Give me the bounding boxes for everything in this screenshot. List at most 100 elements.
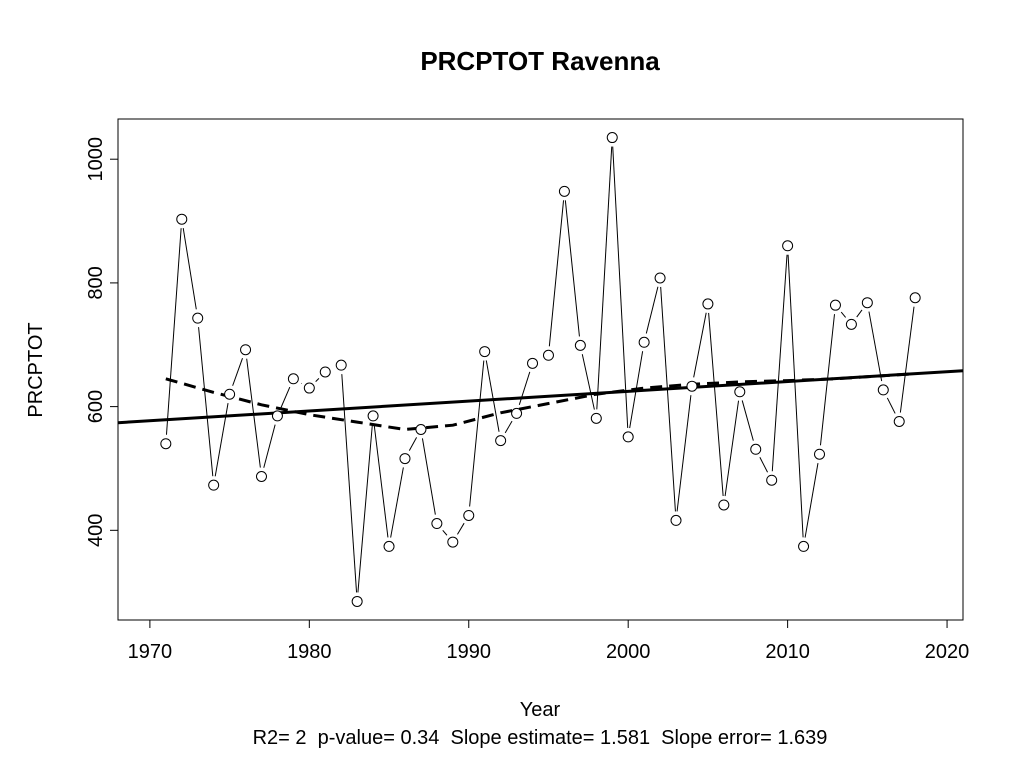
data-point (686, 380, 698, 392)
stats-text: R2= 2 p-value= 0.34 Slope estimate= 1.58… (253, 727, 828, 749)
observed-segment (581, 354, 595, 410)
data-point (255, 471, 267, 483)
observed-segment (408, 437, 418, 451)
x-tick-label: 1970 (128, 641, 173, 663)
observed-segment (693, 312, 707, 378)
data-point (271, 410, 283, 422)
y-axis-label: PRCPTOT (25, 322, 47, 417)
observed-segment (485, 360, 500, 432)
x-axis: 1970 1980 1990 2000 2010 2020 (128, 620, 970, 663)
y-tick-label: 1000 (85, 137, 107, 182)
data-point (622, 431, 634, 443)
observed-segment (804, 463, 819, 538)
data-point (798, 540, 810, 552)
observed-segment (868, 311, 883, 382)
data-point (590, 412, 602, 424)
smoothed-trend-line (165, 372, 916, 432)
data-point (319, 366, 331, 378)
y-tick-label: 400 (85, 514, 107, 547)
data-point (415, 423, 427, 435)
x-axis-label: Year (520, 699, 561, 721)
observed-segment (198, 327, 214, 477)
data-point (782, 240, 794, 252)
observed-segment (676, 395, 692, 512)
observed-segment (771, 254, 788, 472)
data-point (399, 453, 411, 465)
data-point (845, 318, 857, 330)
observed-segment (645, 286, 659, 334)
chart-title: PRCPTOT Ravenna (420, 46, 660, 76)
data-point (829, 299, 841, 311)
data-point (208, 479, 220, 491)
observed-segment (232, 358, 243, 386)
data-point (431, 518, 443, 530)
data-point (240, 344, 252, 356)
observed-segment (660, 286, 676, 512)
data-point (176, 213, 188, 225)
observed-segment (886, 397, 896, 414)
data-point (750, 443, 762, 455)
data-point (463, 509, 475, 521)
data-point (287, 373, 299, 385)
observed-segment (564, 200, 580, 337)
data-point (702, 298, 714, 310)
data-point (574, 339, 586, 351)
data-point (718, 499, 730, 511)
y-axis: 400 600 800 1000 (85, 137, 118, 547)
data-point (303, 382, 315, 394)
observed-segment (612, 146, 629, 428)
y-tick-label: 800 (85, 266, 107, 299)
observed-segment (504, 420, 513, 434)
observed-segment (457, 522, 465, 535)
observed-segment (469, 360, 485, 507)
plot-area (117, 118, 964, 621)
data-point (606, 132, 618, 144)
x-tick-label: 2010 (765, 641, 810, 663)
data-point (877, 384, 889, 396)
data-point (734, 386, 746, 398)
observed-segment (741, 400, 754, 441)
observed-segment (548, 200, 565, 347)
observed-segment (280, 386, 291, 408)
data-point (367, 410, 379, 422)
observed-segment (315, 378, 320, 383)
data-point (527, 357, 539, 369)
observed-segment (442, 530, 448, 536)
observed-segment (787, 254, 804, 538)
data-point (224, 388, 236, 400)
data-point (654, 272, 666, 284)
data-point (542, 349, 554, 361)
observed-segment (263, 424, 276, 468)
observed-segment (341, 374, 358, 593)
data-point (351, 595, 363, 607)
data-point (383, 540, 395, 552)
observed-segment (840, 311, 847, 318)
x-tick-label: 2020 (925, 641, 970, 663)
observed-segment (518, 371, 531, 405)
data-point (511, 407, 523, 419)
data-point (670, 514, 682, 526)
linear-trend-line (117, 369, 964, 425)
data-point (909, 292, 921, 304)
observed-segment (596, 146, 613, 410)
observed-segment (357, 424, 373, 593)
x-tick-label: 1990 (447, 641, 492, 663)
data-point (479, 346, 491, 358)
data-point (638, 336, 650, 348)
data-point (335, 359, 347, 371)
x-tick-label: 1980 (287, 641, 332, 663)
x-tick-label: 2000 (606, 641, 651, 663)
data-point (495, 435, 507, 447)
observed-segment (182, 228, 197, 310)
data-point (192, 312, 204, 324)
observed-segment (165, 228, 182, 435)
series-layer (117, 132, 964, 607)
data-point (814, 448, 826, 460)
data-point (160, 438, 172, 450)
observed-segment (214, 403, 229, 477)
data-point (558, 185, 570, 197)
observed-segment (856, 309, 863, 318)
data-point (447, 536, 459, 548)
y-tick-label: 600 (85, 390, 107, 423)
